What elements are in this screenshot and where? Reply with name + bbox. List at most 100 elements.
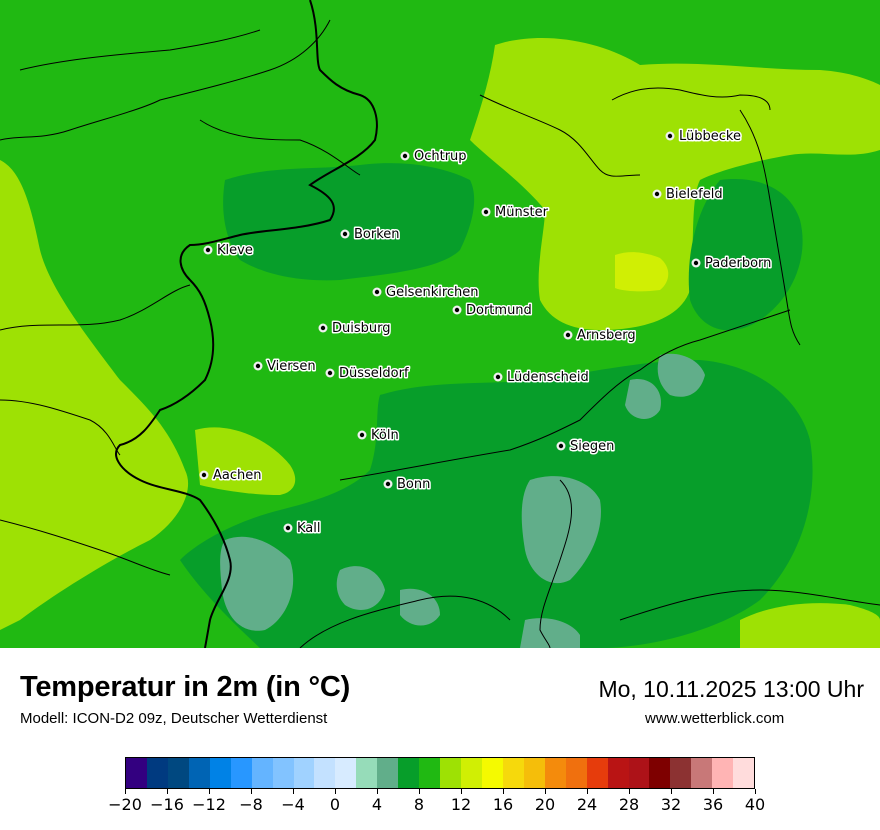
colorbar-segment bbox=[272, 758, 294, 788]
city-marker: Duisburg bbox=[318, 320, 392, 338]
city-marker: Münster bbox=[481, 204, 550, 222]
colorbar-segment bbox=[481, 758, 503, 788]
colorbar-segment bbox=[586, 758, 608, 788]
city-marker: Viersen bbox=[253, 358, 317, 376]
tick-mark bbox=[754, 789, 756, 794]
temperature-map: Ochtrup Lübbecke Bielefeld Münster Kleve Bork… bbox=[0, 0, 880, 648]
colorbar-segment bbox=[691, 758, 713, 788]
map-canvas: Ochtrup Lübbecke Bielefeld Münster Kleve Bork… bbox=[0, 0, 880, 648]
colorbar-segment bbox=[126, 758, 147, 788]
city-marker: Borken bbox=[340, 226, 401, 244]
city-label: Münster bbox=[495, 205, 549, 220]
city-label: Siegen bbox=[570, 439, 614, 454]
colorbar-segment bbox=[146, 758, 168, 788]
colorbar-segment bbox=[607, 758, 629, 788]
city-label: Aachen bbox=[213, 468, 261, 483]
colorbar-segment bbox=[461, 758, 482, 788]
colorbar-segment bbox=[167, 758, 189, 788]
city-marker: Siegen bbox=[556, 438, 616, 456]
city-marker: Düsseldorf bbox=[325, 365, 410, 383]
city-label: Viersen bbox=[267, 359, 316, 374]
colorbar-segment bbox=[188, 758, 210, 788]
tick-mark bbox=[124, 789, 126, 794]
colorbar-segment bbox=[733, 758, 755, 788]
tick-label: 4 bbox=[371, 795, 383, 814]
city-markers: Ochtrup Lübbecke Bielefeld Münster Kleve Bork… bbox=[199, 128, 773, 538]
colorbar-segment bbox=[440, 758, 461, 788]
city-label: Bonn bbox=[397, 477, 430, 492]
colorbar-ticks: −20 −16 −12 −8 −4 0 4 8 12 16 20 24 28 32 36 40 bbox=[108, 789, 765, 819]
tick-label: −20 bbox=[108, 795, 142, 814]
city-label: Düsseldorf bbox=[339, 366, 409, 381]
colorbar-segment bbox=[209, 758, 231, 788]
colorbar-segment bbox=[335, 758, 357, 788]
city-label: Arnsberg bbox=[577, 328, 636, 343]
colorbar-segment bbox=[230, 758, 252, 788]
tick-label: 36 bbox=[702, 795, 724, 814]
colorbar-segment bbox=[544, 758, 566, 788]
temperature-colorbar bbox=[125, 757, 755, 789]
tick-mark bbox=[292, 789, 294, 794]
website-link[interactable]: www.wetterblick.com bbox=[645, 710, 785, 727]
tick-mark bbox=[460, 789, 462, 794]
tick-mark bbox=[502, 789, 504, 794]
tick-label: 32 bbox=[660, 795, 682, 814]
tick-label: −16 bbox=[150, 795, 184, 814]
tick-mark bbox=[250, 789, 252, 794]
colorbar-segment bbox=[628, 758, 650, 788]
tick-mark bbox=[712, 789, 714, 794]
tick-label: 0 bbox=[329, 795, 341, 814]
map-title: Temperatur in 2m (in °C) bbox=[20, 671, 351, 703]
city-label: Kall bbox=[297, 521, 321, 536]
colorbar-segment bbox=[419, 758, 441, 788]
city-marker: Bonn bbox=[383, 476, 432, 494]
city-label: Gelsenkirchen bbox=[386, 285, 479, 300]
city-label: Borken bbox=[354, 227, 400, 242]
city-marker: Lüdenscheid bbox=[493, 369, 590, 387]
city-marker: Lübbecke bbox=[665, 128, 742, 146]
colorbar-segment bbox=[670, 758, 692, 788]
colorbar-segment bbox=[565, 758, 587, 788]
tick-mark bbox=[208, 789, 210, 794]
colorbar-segment bbox=[712, 758, 734, 788]
city-marker: Ochtrup bbox=[400, 148, 468, 166]
tick-label: −12 bbox=[192, 795, 226, 814]
tick-label: 28 bbox=[618, 795, 640, 814]
city-label: Lüdenscheid bbox=[507, 370, 589, 385]
tick-mark bbox=[586, 789, 588, 794]
colorbar-segment bbox=[251, 758, 273, 788]
tick-label: 24 bbox=[576, 795, 598, 814]
city-marker: Kleve bbox=[203, 242, 254, 260]
tick-label: 12 bbox=[450, 795, 472, 814]
city-label: Paderborn bbox=[705, 256, 771, 271]
colorbar-segment bbox=[523, 758, 545, 788]
model-source: Modell: ICON-D2 09z, Deutscher Wetterdie… bbox=[20, 710, 328, 727]
colorbar-segment bbox=[314, 758, 336, 788]
city-marker: Kall bbox=[283, 520, 322, 538]
city-label: Lübbecke bbox=[679, 129, 741, 144]
city-marker: Gelsenkirchen bbox=[372, 284, 480, 302]
city-label: Köln bbox=[371, 428, 399, 443]
city-marker: Köln bbox=[357, 427, 400, 445]
city-marker: Arnsberg bbox=[563, 327, 637, 345]
colorbar-segment bbox=[377, 758, 399, 788]
city-marker: Aachen bbox=[199, 467, 263, 485]
colorbar-segment bbox=[356, 758, 378, 788]
colorbar-segment bbox=[293, 758, 315, 788]
forecast-datetime: Mo, 10.11.2025 13:00 Uhr bbox=[598, 676, 864, 702]
tick-label: 8 bbox=[413, 795, 425, 814]
tick-mark bbox=[376, 789, 378, 794]
city-label: Ochtrup bbox=[414, 149, 467, 164]
tick-label: 20 bbox=[534, 795, 556, 814]
city-marker: Paderborn bbox=[691, 255, 773, 273]
colorbar-segment bbox=[502, 758, 524, 788]
tick-label: −8 bbox=[239, 795, 263, 814]
tick-mark bbox=[418, 789, 420, 794]
city-label: Dortmund bbox=[466, 303, 532, 318]
city-marker: Bielefeld bbox=[652, 186, 724, 204]
tick-mark bbox=[670, 789, 672, 794]
tick-label: −4 bbox=[281, 795, 305, 814]
city-marker: Dortmund bbox=[452, 302, 533, 320]
colorbar-segment bbox=[649, 758, 671, 788]
tick-mark bbox=[628, 789, 630, 794]
